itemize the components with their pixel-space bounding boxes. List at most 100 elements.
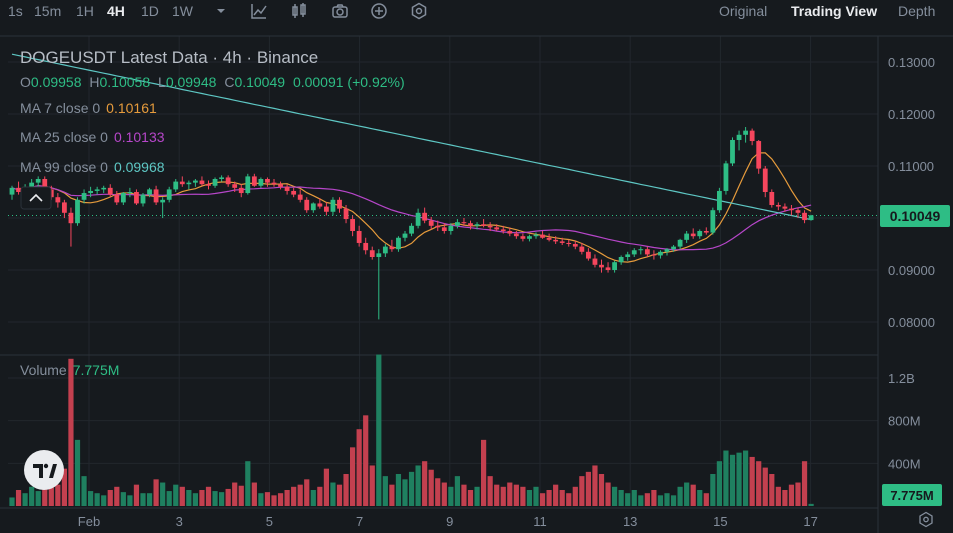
candle-body bbox=[723, 163, 729, 191]
camera-icon[interactable] bbox=[331, 2, 349, 20]
candle-body bbox=[481, 224, 486, 226]
volume-bar bbox=[670, 495, 677, 506]
axes: 0.130000.120000.110000.100000.090000.080… bbox=[78, 55, 935, 529]
candle-body bbox=[376, 253, 382, 257]
interval-1w[interactable]: 1W bbox=[172, 3, 193, 19]
collapse-legend-button[interactable] bbox=[20, 186, 52, 210]
volume-bar bbox=[572, 486, 578, 506]
volume-bar bbox=[251, 482, 257, 506]
volume-bar bbox=[35, 491, 41, 506]
candle-body bbox=[402, 233, 408, 238]
candle-body bbox=[795, 210, 801, 213]
candle-body bbox=[736, 134, 742, 140]
candle-body bbox=[127, 192, 133, 194]
candle-body bbox=[566, 242, 572, 244]
candle-body bbox=[101, 187, 107, 190]
time-tick-label: 5 bbox=[266, 514, 273, 529]
axis-settings-icon[interactable] bbox=[919, 511, 933, 528]
interval-4h[interactable]: 4H bbox=[107, 3, 125, 19]
candle-body bbox=[605, 267, 611, 270]
candle-body bbox=[599, 264, 604, 268]
volume-bar bbox=[494, 484, 500, 506]
volume-bar bbox=[88, 491, 94, 506]
high-value: 0.10058 bbox=[100, 74, 151, 90]
candle-body bbox=[81, 193, 87, 200]
candle-body bbox=[455, 222, 460, 226]
candle-body bbox=[120, 193, 126, 203]
ma99-line bbox=[11, 53, 812, 221]
volume-tick-label: 400M bbox=[888, 456, 921, 471]
candle-body bbox=[546, 237, 552, 240]
chart-title: DOGEUSDT Latest Data · 4h · Binance bbox=[20, 48, 318, 67]
interval-1d[interactable]: 1D bbox=[141, 3, 159, 19]
candle-body bbox=[782, 206, 788, 209]
view-trading-view[interactable]: Trading View bbox=[791, 3, 878, 19]
candle-body bbox=[697, 231, 703, 237]
candle-body bbox=[520, 236, 526, 239]
volume-bar bbox=[762, 467, 768, 506]
volume-bar bbox=[520, 486, 526, 506]
price-badge-label: 0.10049 bbox=[890, 208, 941, 224]
chevron-up-icon bbox=[29, 193, 43, 202]
volume-bar bbox=[664, 493, 670, 506]
tradingview-logo[interactable] bbox=[24, 450, 64, 490]
candle-body bbox=[258, 179, 264, 186]
candle-body bbox=[278, 184, 283, 187]
volume-bar bbox=[487, 476, 493, 506]
volume-bar bbox=[192, 493, 198, 506]
line-chart-icon[interactable] bbox=[250, 2, 268, 20]
volume-bar bbox=[697, 490, 703, 506]
interval-15m[interactable]: 15m bbox=[34, 3, 62, 19]
candle-body bbox=[631, 250, 637, 255]
interval-1s[interactable]: 1s bbox=[8, 3, 23, 19]
volume-bar bbox=[74, 439, 81, 506]
volume-bar bbox=[81, 476, 87, 506]
volume-bar bbox=[801, 461, 808, 506]
candle-body bbox=[756, 141, 762, 169]
volume-bar bbox=[160, 482, 166, 506]
candle-body bbox=[330, 199, 336, 212]
volume-bar bbox=[690, 484, 696, 506]
candle-body bbox=[586, 251, 591, 259]
ma25-legend: MA 25 close 0 0.10133 bbox=[20, 129, 165, 145]
low-value: 0.09948 bbox=[166, 74, 217, 90]
volume-bar bbox=[710, 474, 716, 506]
settings-hex-icon[interactable] bbox=[410, 2, 428, 20]
candle-body bbox=[749, 130, 755, 142]
chevron-down-icon[interactable] bbox=[212, 2, 230, 20]
volume-bar bbox=[775, 486, 781, 506]
time-tick-label: 15 bbox=[713, 514, 727, 529]
volume-bar bbox=[264, 492, 271, 506]
time-tick-label: 9 bbox=[446, 514, 453, 529]
ma25-value: 0.10133 bbox=[114, 129, 165, 145]
candle-body bbox=[179, 181, 185, 185]
volume-bar bbox=[205, 486, 212, 506]
volume-bar bbox=[474, 486, 480, 506]
candle-body bbox=[677, 239, 683, 247]
time-tick-label: Feb bbox=[78, 514, 100, 529]
close-label: C bbox=[224, 74, 234, 90]
volume-bar bbox=[382, 476, 388, 506]
candle-body bbox=[448, 225, 454, 231]
price-tick-label: 0.09000 bbox=[888, 263, 935, 278]
ma99-label: MA 99 close 0 bbox=[20, 159, 108, 175]
volume-value: 7.775M bbox=[73, 362, 120, 378]
candle-body bbox=[238, 187, 244, 194]
candles-icon[interactable] bbox=[290, 2, 308, 20]
candle-body bbox=[62, 202, 67, 213]
candle-body bbox=[107, 187, 113, 195]
candle-body bbox=[382, 246, 388, 254]
candle-body bbox=[684, 233, 690, 240]
candle-body bbox=[769, 192, 775, 205]
candle-body bbox=[808, 215, 814, 221]
volume-bar bbox=[356, 429, 362, 506]
volume-bar bbox=[29, 486, 35, 506]
candle-body bbox=[88, 190, 93, 194]
view-depth[interactable]: Depth bbox=[898, 3, 936, 19]
candle-body bbox=[664, 249, 670, 252]
add-circle-icon[interactable] bbox=[370, 2, 388, 20]
view-original[interactable]: Original bbox=[719, 3, 768, 19]
volume-tick-label: 1.2B bbox=[888, 371, 915, 386]
interval-1h[interactable]: 1H bbox=[76, 3, 94, 19]
